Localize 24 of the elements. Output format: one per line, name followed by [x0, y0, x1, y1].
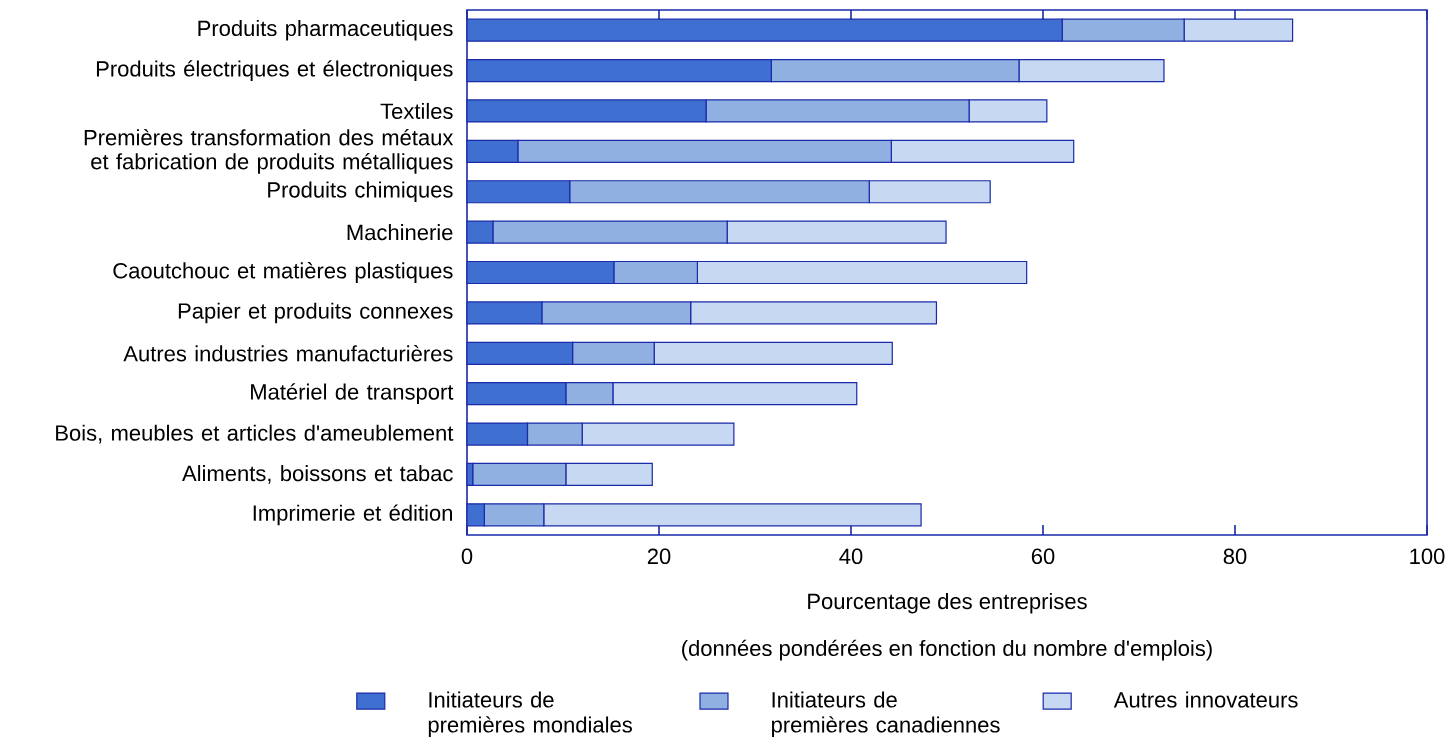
y-tick-label: Machinerie: [347, 224, 453, 241]
y-tick-label: Aliments, boissons et tabac: [182, 465, 453, 484]
legend-label: Autres innovateurs: [1113, 691, 1298, 708]
y-tick-label: Bois, meubles et articles d'ameublement: [56, 424, 454, 444]
y-tick-label: Autres industries manufacturières: [123, 345, 453, 362]
legend-label: Initiateurs de premières canadiennes: [772, 691, 1000, 737]
x-tick-label: 20: [647, 548, 671, 565]
x-tick-label: 40: [839, 548, 863, 565]
y-tick-label: Premières transformation des métaux et fabrication de produits métalliques: [84, 128, 454, 174]
y-tick-label: Produits électriques et électroniques: [96, 60, 453, 81]
y-tick-label: Matériel de transport: [251, 383, 454, 405]
text: (données pondérées en fonction du nombre d'emplois): [682, 639, 1212, 661]
x-tick-label: 0: [461, 548, 473, 565]
y-tick-label: Papier et produits connexes: [178, 302, 453, 324]
y-tick-label: Produits pharmaceutiques: [198, 19, 453, 41]
y-tick-label: Produits chimiques: [268, 181, 453, 202]
y-tick-label: Imprimerie et édition: [253, 504, 452, 526]
y-tick-label: Textiles: [380, 102, 453, 120]
x-tick-label: 100: [1410, 548, 1445, 565]
x-tick-label: 60: [1031, 548, 1055, 565]
x-tick-label: 80: [1223, 548, 1247, 565]
x-axis-title: Pourcentage des entreprises: [808, 592, 1087, 614]
y-tick-label: Caoutchouc et matières plastiques: [113, 262, 453, 283]
legend-label: Initiateurs de premières mondiales: [428, 691, 632, 737]
